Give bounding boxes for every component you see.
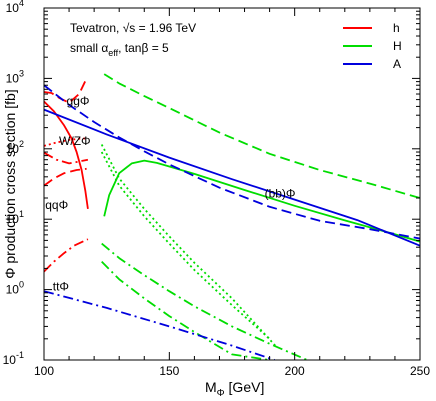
legend-label-A: A bbox=[393, 57, 401, 71]
annotation-label: W/ZΦ bbox=[59, 134, 91, 148]
y-tick-label: 101 bbox=[6, 209, 24, 226]
series-H-bb bbox=[103, 159, 420, 243]
plot-frame bbox=[43, 7, 421, 361]
ticks-layer: 100 150 200 250 10-1 100 101 102 103 104 bbox=[3, 0, 431, 378]
y-tick-label: 102 bbox=[6, 139, 24, 156]
subtitle-part-b: , tanβ = 5 bbox=[118, 41, 169, 55]
series-layer bbox=[44, 73, 420, 360]
series-H-gg bbox=[103, 73, 420, 199]
series-h-qq bbox=[44, 151, 89, 165]
legend-label-H: H bbox=[393, 39, 402, 53]
series-H-qq bbox=[100, 144, 278, 349]
annotation-label: qqΦ bbox=[45, 198, 68, 212]
annotation-label: ttΦ bbox=[53, 280, 69, 294]
legend: h H A bbox=[343, 21, 402, 71]
legend-label-h: h bbox=[393, 21, 400, 35]
series-h-WZ bbox=[44, 137, 88, 147]
x-tick-label: 100 bbox=[34, 364, 54, 378]
x-tick-label: 150 bbox=[159, 364, 179, 378]
subtitle-sub: eff bbox=[108, 48, 118, 58]
series-h-qq-low bbox=[44, 167, 87, 187]
annotation-layer: ggΦ W/ZΦ qqΦ (bb)Φ ttΦ bbox=[45, 94, 295, 294]
chart-title: Tevatron, √s = 1.96 TeV bbox=[70, 21, 196, 35]
annotation-label: (bb)Φ bbox=[265, 187, 296, 201]
x-title-main: M bbox=[205, 379, 217, 395]
series-h-gg bbox=[44, 78, 88, 104]
x-tick-label: 200 bbox=[285, 364, 305, 378]
annotation-label: ggΦ bbox=[67, 94, 90, 108]
y-tick-label: 103 bbox=[6, 68, 24, 85]
y-tick-label: 104 bbox=[6, 0, 24, 15]
chart-subtitle: small αeff, tanβ = 5 bbox=[70, 41, 169, 58]
y-tick-label: 10-1 bbox=[3, 350, 24, 367]
x-title-sub: Φ bbox=[217, 388, 225, 399]
y-axis-title: Φ production cross section [fb] bbox=[2, 89, 18, 278]
series-H-tt2 bbox=[101, 260, 270, 360]
subtitle-part-a: small α bbox=[70, 41, 108, 55]
x-title-unit: [GeV] bbox=[225, 379, 265, 395]
x-tick-label: 250 bbox=[410, 364, 430, 378]
series-h-tt bbox=[44, 238, 89, 273]
series-A-gg bbox=[44, 84, 420, 240]
y-tick-label: 100 bbox=[6, 280, 24, 297]
series-H-tt bbox=[101, 242, 308, 360]
series-A-bb bbox=[44, 108, 420, 247]
series-A-tt bbox=[44, 290, 275, 360]
x-axis-title: MΦ [GeV] bbox=[205, 379, 264, 399]
